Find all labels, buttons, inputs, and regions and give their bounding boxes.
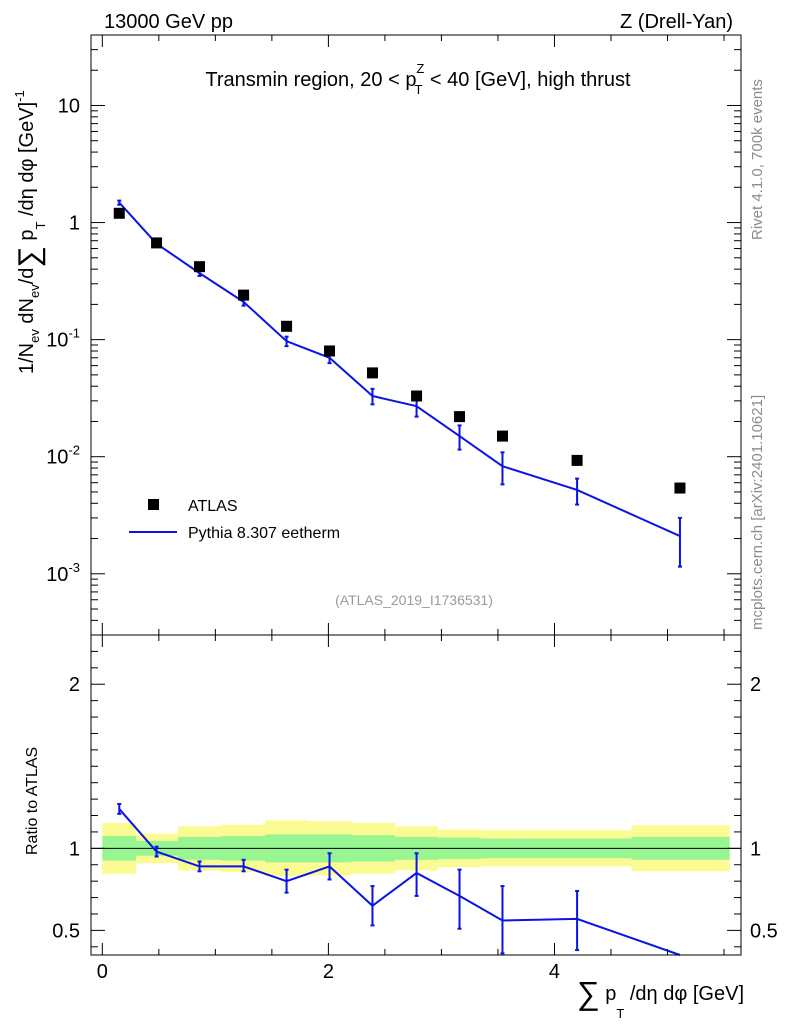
xlabel-sub: T	[616, 1006, 624, 1021]
ylabel-sub2: ev	[27, 284, 42, 298]
y-tick-base: 10	[46, 564, 68, 586]
ratio-uncertainty-bands	[91, 820, 741, 877]
ratio-frame	[90, 634, 742, 956]
main-title-sub: T	[414, 82, 422, 97]
xlabel-rest: /dη dφ [GeV]	[624, 983, 744, 1005]
ylabel-sub1: ev	[27, 329, 42, 343]
atlas-data-point	[194, 261, 206, 273]
ylabel-part5: /dη dφ [GeV]	[16, 102, 38, 222]
reference-label: (ATLAS_2019_I1736531)	[335, 592, 493, 608]
x-tick-label: 0	[97, 961, 108, 983]
ratio-y-tick-label-left: 2	[69, 674, 80, 696]
xlabel-sum: ∑	[577, 975, 600, 1011]
atlas-data-point	[238, 289, 250, 301]
y-tick-exponent: -2	[68, 443, 80, 458]
main-title: Transmin region, 20 < pTZ < 40 [GeV], hi…	[205, 61, 631, 97]
y-tick-label: 10	[58, 95, 80, 117]
header-right: Z (Drell-Yan)	[620, 11, 733, 33]
legend-label-pythia: Pythia 8.307 eetherm	[188, 525, 340, 542]
ratio-y-tick-label-right: 2	[750, 674, 761, 696]
ratio-y-tick-label-right: 1	[750, 838, 761, 860]
x-tick-label: 2	[323, 961, 334, 983]
header-left: 13000 GeV pp	[104, 11, 233, 33]
ylabel-sum: ∑	[13, 246, 46, 267]
mc-series-ratio	[117, 803, 681, 956]
atlas-data-point	[366, 367, 378, 379]
ylabel-sub4: T	[33, 222, 48, 230]
atlas-data-point	[674, 482, 686, 494]
atlas-data-point	[454, 411, 466, 423]
ratio-y-tick-label-left: 1	[69, 838, 80, 860]
atlas-data-point	[151, 237, 163, 249]
ylabel-part2: dN	[16, 298, 38, 329]
legend: ATLAS Pythia 8.307 eetherm	[129, 498, 340, 542]
legend-marker-atlas	[148, 499, 159, 510]
ylabel-part4: p	[16, 230, 38, 247]
legend-label-atlas: ATLAS	[188, 498, 238, 515]
y-tick-exponent: -1	[68, 326, 80, 341]
mc-line	[118, 201, 681, 537]
main-title-part2: < 40 [GeV], high thrust	[424, 69, 631, 91]
atlas-data-point	[571, 454, 583, 466]
ratio-y-axis-label: Ratio to ATLAS	[24, 747, 41, 855]
atlas-series-main	[113, 207, 686, 494]
x-tick-label: 4	[549, 961, 560, 983]
ratio-y-ticks: 0.5 0.5 1 1 2 2	[52, 650, 778, 948]
ratio-y-tick-label-left: 0.5	[52, 920, 80, 942]
main-x-ticks	[101, 35, 725, 635]
xlabel-p: p	[600, 983, 617, 1005]
atlas-data-point	[411, 390, 423, 402]
y-tick-base: 10	[46, 330, 68, 352]
ylabel-sup: -1	[12, 90, 27, 102]
atlas-data-point	[324, 345, 336, 357]
mcplots-label: mcplots.cern.ch [arXiv:2401.10621]	[749, 395, 766, 630]
main-y-axis-label: 1/Nev dNev/d∑ pT /dη dφ [GeV]-1	[12, 90, 48, 374]
ratio-x-ticks: 0 2 4	[97, 635, 725, 983]
y-tick-base: 10	[46, 447, 68, 469]
main-frame	[90, 34, 742, 636]
atlas-data-point	[496, 430, 508, 442]
ylabel-part3: /d	[16, 268, 38, 285]
ratio-mc-line	[118, 808, 681, 956]
y-tick-label: 10-2	[46, 443, 80, 469]
y-tick-label: 10-1	[46, 326, 80, 352]
ratio-y-tick-label-right: 0.5	[750, 920, 778, 942]
ratio-panel: 0 2 4 0.5 0.5 1 1 2 2 Ratio to ATLAS ∑ pT /dη d…	[24, 634, 778, 1021]
atlas-data-point	[113, 207, 125, 219]
y-tick-label: 10-3	[46, 560, 80, 586]
rivet-label: Rivet 4.1.0, 700k events	[749, 79, 766, 240]
main-title-sup: Z	[416, 61, 424, 76]
ylabel-part1: 1/N	[16, 343, 38, 374]
main-title-part1: Transmin region, 20 < p	[205, 69, 416, 91]
atlas-data-point	[281, 320, 293, 332]
x-axis-label: ∑ pT /dη dφ [GeV]	[577, 975, 744, 1021]
y-tick-label: 1	[69, 213, 80, 235]
y-tick-exponent: -3	[68, 560, 80, 575]
